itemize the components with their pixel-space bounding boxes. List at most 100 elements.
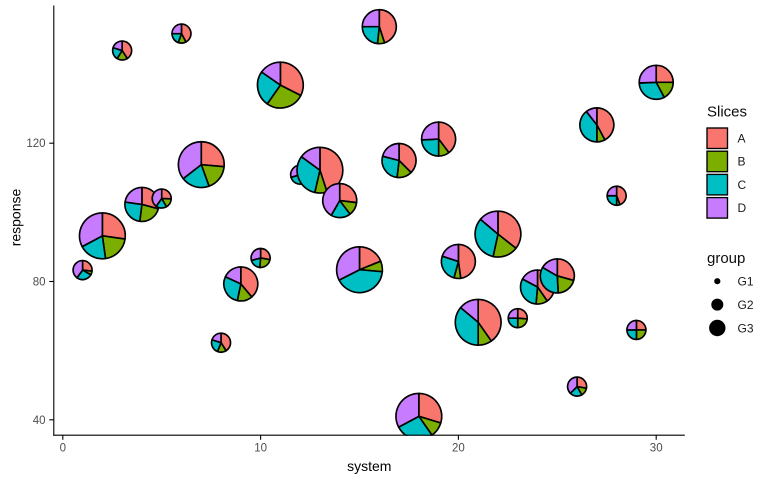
pie-slice-C [397,415,433,436]
pie-slice-A [101,212,127,240]
legend-slices-title: Slices [707,104,747,121]
pie-slice-D [420,121,440,141]
legend-group-title: group [707,250,745,267]
x-tick-label: 30 [650,443,663,455]
pie-slice-D [177,140,203,180]
pie-slice-D [638,64,658,84]
pie-marker [566,376,588,397]
y-axis-title: response [8,188,24,246]
pie-slice-A [398,142,417,174]
pie-slice-D [300,146,321,171]
pie-slice-A [418,392,443,424]
pie-slice-C [638,81,666,101]
pie-slice-D [321,182,341,217]
pie-marker [223,266,259,302]
y-tick-label: 40 [33,415,46,427]
pie-slice-A [457,243,477,280]
pie-slice-A [338,182,358,204]
pie-slice-D [459,298,480,324]
pie-marker [210,332,232,353]
pie-slice-D [507,307,519,319]
pie-slice-D [541,258,559,277]
pie-marker [507,307,529,329]
pie-slice-B [266,84,302,109]
pie-slice-D [260,61,282,86]
pie-marker [474,210,522,258]
pie-slice-A [497,210,522,250]
y-tick-label: 120 [26,138,45,150]
legend-key-C [706,173,729,196]
pie-marker [440,243,477,280]
pie-slice-C [124,201,143,223]
pie-slice-A [200,140,225,168]
pie-slice-C [626,329,638,341]
pie-slice-D [78,212,104,248]
x-tick-label: 20 [452,443,465,455]
pie-slice-D [585,107,598,126]
pie-slice-D [606,185,618,197]
pie-slice-D [211,332,222,344]
pie-slice-B [635,329,647,341]
pie-slice-A [635,319,647,331]
pie-slice-D [361,8,381,28]
legend-dot-G1 [714,278,721,285]
pie-marker [78,212,127,260]
pie-slice-A [556,258,576,282]
pie-slice-D [171,23,183,35]
pie-slice-A [239,266,259,298]
legend-label-A: A [738,132,746,146]
pie-slice-D [626,319,638,331]
pie-slice-A [655,64,675,84]
pie-marker [519,269,556,305]
pie-slice-D [479,210,499,235]
pie-marker [626,319,647,341]
pie-marker [395,392,443,436]
pie-marker [638,64,675,101]
pie-marker [579,107,615,143]
pie-slice-C [296,155,321,194]
pie-marker [111,40,133,61]
pie-marker [256,61,305,109]
pie-slice-D [124,186,143,206]
pie-slice-C [361,25,381,45]
legend-label-G3: G3 [738,322,754,336]
pie-slice-A [516,307,529,320]
x-tick-label: 10 [254,443,267,455]
pie-slice-A [378,8,398,44]
legend-group: group G1 G2 G3 [707,250,754,337]
pie-slice-C [507,317,519,329]
legend-key-D [706,196,729,219]
pie-slice-D [250,247,262,262]
legend-label-G1: G1 [738,275,754,289]
pie-slice-C [579,110,598,143]
x-axis-ticks: 0 10 20 30 [60,435,663,455]
pie-slice-C [256,71,282,105]
pie-marker [381,142,417,179]
legend-label-C: C [738,178,747,192]
pie-slice-C [454,306,480,347]
pies-layer [72,8,675,436]
pie-slice-D [151,188,163,208]
pie-slice-A [160,188,173,200]
legend-key-B [706,150,729,173]
pie-slice-C [474,218,499,258]
pie-marker [151,188,173,209]
x-tick-label: 0 [60,443,66,455]
legend-dot-G2 [711,298,724,311]
pie-slice-A [477,298,502,342]
pie-marker [321,182,358,219]
pie-slice-D [72,259,84,279]
pie-slice-C [539,266,559,294]
pie-slice-D [395,392,420,428]
pie-slice-D [566,376,578,395]
pie-slice-D [335,246,361,281]
pie-marker [250,247,271,269]
pie-marker [539,258,576,294]
y-tick-label: 80 [33,277,46,289]
legend-label-G2: G2 [738,298,754,312]
pie-slice-D [112,40,123,52]
pie-marker [177,140,225,189]
legend-label-D: D [738,201,747,215]
